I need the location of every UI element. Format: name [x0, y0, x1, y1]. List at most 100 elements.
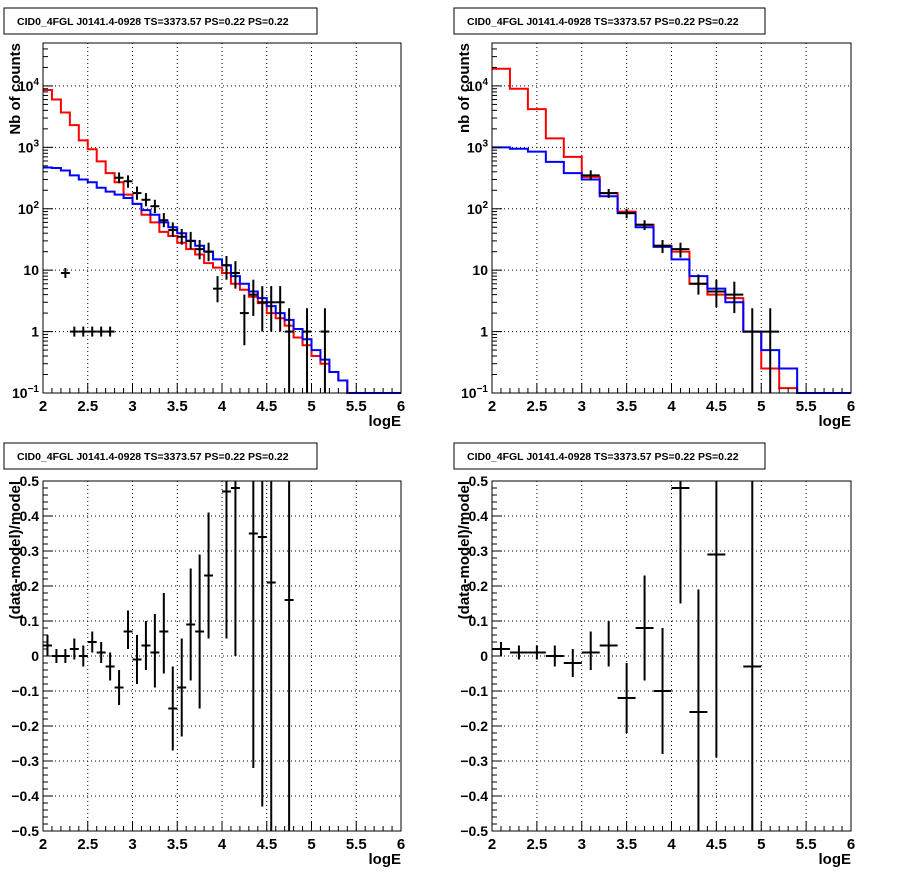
y-axis-label: (data-model)/model: [7, 481, 24, 619]
data-point: [563, 649, 582, 677]
data-point: [87, 326, 97, 337]
y-tick-label: 0: [480, 648, 488, 664]
data-point: [653, 628, 672, 754]
data-point: [617, 663, 636, 733]
data-point: [689, 274, 708, 295]
data-point: [177, 638, 187, 737]
x-tick-label: 3.5: [616, 836, 637, 853]
data-point: [581, 631, 600, 670]
data-point: [302, 308, 312, 393]
data-point: [725, 281, 744, 314]
data-point: [177, 228, 187, 245]
data-point: [159, 593, 169, 674]
data-point: [132, 186, 142, 200]
y-tick-label: 103: [18, 138, 40, 155]
data-point: [150, 199, 160, 214]
y-tick-label: −0.5: [460, 823, 488, 839]
x-axis-label: logE: [819, 851, 852, 868]
x-tick-label: 2: [488, 398, 496, 415]
x-tick-label: 3: [578, 398, 586, 415]
data-point: [69, 326, 79, 337]
x-axis-label: logE: [819, 413, 852, 430]
x-tick-label: 4: [218, 836, 227, 853]
data-point: [320, 308, 330, 393]
data-point: [87, 631, 97, 653]
data-point: [195, 239, 205, 260]
x-tick-label: 5: [307, 398, 315, 415]
data-point: [707, 481, 726, 758]
title-box: [453, 442, 766, 470]
chart-title: CID0_4FGL J0141.4-0928 TS=3373.57 PS=0.2…: [17, 16, 289, 28]
data-point: [248, 481, 258, 768]
data-point: [230, 261, 240, 289]
y-tick-label: −0.1: [11, 683, 39, 699]
x-tick-label: 4.5: [706, 836, 727, 853]
x-tick-label: 2: [39, 398, 47, 415]
x-tick-label: 4.5: [256, 836, 277, 853]
data-point: [707, 279, 726, 308]
y-tick-label: 0.1: [20, 613, 40, 629]
data-point: [257, 481, 267, 807]
x-tick-label: 3.5: [616, 398, 637, 415]
data-point: [743, 481, 762, 831]
x-tick-label: 6: [397, 398, 405, 415]
y-tick-label: 0.3: [469, 543, 489, 559]
data-point: [635, 575, 654, 681]
y-tick-label: 1: [31, 324, 39, 340]
x-tick-label: 5: [307, 836, 315, 853]
data-point: [43, 635, 52, 656]
data-point: [257, 286, 267, 332]
data-point: [141, 621, 151, 670]
data-point: [248, 279, 258, 316]
data-point: [617, 208, 636, 219]
y-tick-label: 10: [23, 262, 39, 278]
y-tick-label: 10: [472, 262, 488, 278]
chart-title: CID0_4FGL J0141.4-0928 TS=3373.57 PS=0.2…: [17, 451, 289, 463]
data-point: [123, 175, 133, 188]
data-point: [114, 172, 124, 184]
x-tick-label: 5.5: [796, 398, 817, 415]
chart-panel-br: 2 2.5 3 3.5 4 4.5 5 5.5 6 −0.5 −0.4 −0.3 −0.2 −0.1 0 0.…: [453, 442, 855, 868]
data-point: [527, 645, 546, 660]
data-point: [78, 326, 88, 337]
data-point: [671, 242, 690, 258]
data-point: [96, 326, 106, 337]
data-point: [671, 481, 690, 604]
x-tick-label: 5.5: [346, 398, 367, 415]
data-point: [78, 645, 88, 667]
y-tick-label: −0.2: [11, 718, 39, 734]
data-point: [204, 242, 214, 262]
data-point: [599, 621, 618, 667]
data-point: [69, 638, 79, 660]
data-point: [239, 294, 249, 346]
data-point: [222, 481, 231, 639]
data-point: [266, 481, 276, 831]
y-tick-label: 0.4: [469, 508, 489, 524]
x-tick-label: 3: [128, 836, 136, 853]
x-tick-label: 2.5: [526, 836, 547, 853]
y-tick-label: −0.4: [11, 788, 39, 804]
x-tick-label: 5: [757, 836, 765, 853]
chart-panel-tl: 2 2.5 3 3.5 4 4.5 5 5.5 610−1110102103104logENb …: [3, 7, 405, 430]
y-tick-label: 10−1: [461, 384, 488, 401]
data-point: [230, 481, 240, 656]
data-point: [105, 652, 115, 681]
y-tick-label: 102: [18, 200, 40, 217]
data-point: [275, 286, 285, 332]
y-tick-label: 0.4: [20, 508, 40, 524]
y-tick-label: 10−1: [12, 384, 39, 401]
y-tick-label: 102: [467, 200, 489, 217]
data-point: [689, 589, 708, 831]
data-point: [204, 512, 214, 639]
x-tick-label: 4.5: [256, 398, 277, 415]
data-point: [60, 267, 70, 278]
x-tick-label: 4.5: [706, 398, 727, 415]
chart-panel-tr: 2 2.5 3 3.5 4 4.5 5 5.5 610−1110102103104logEnb …: [453, 7, 855, 430]
x-tick-label: 2: [39, 836, 47, 853]
y-tick-label: 0.1: [469, 613, 489, 629]
y-tick-label: −0.4: [460, 788, 488, 804]
data-point: [743, 308, 762, 393]
x-tick-label: 2.5: [77, 836, 98, 853]
y-axis-label: Nb of counts: [7, 43, 24, 135]
x-tick-label: 2.5: [526, 398, 547, 415]
